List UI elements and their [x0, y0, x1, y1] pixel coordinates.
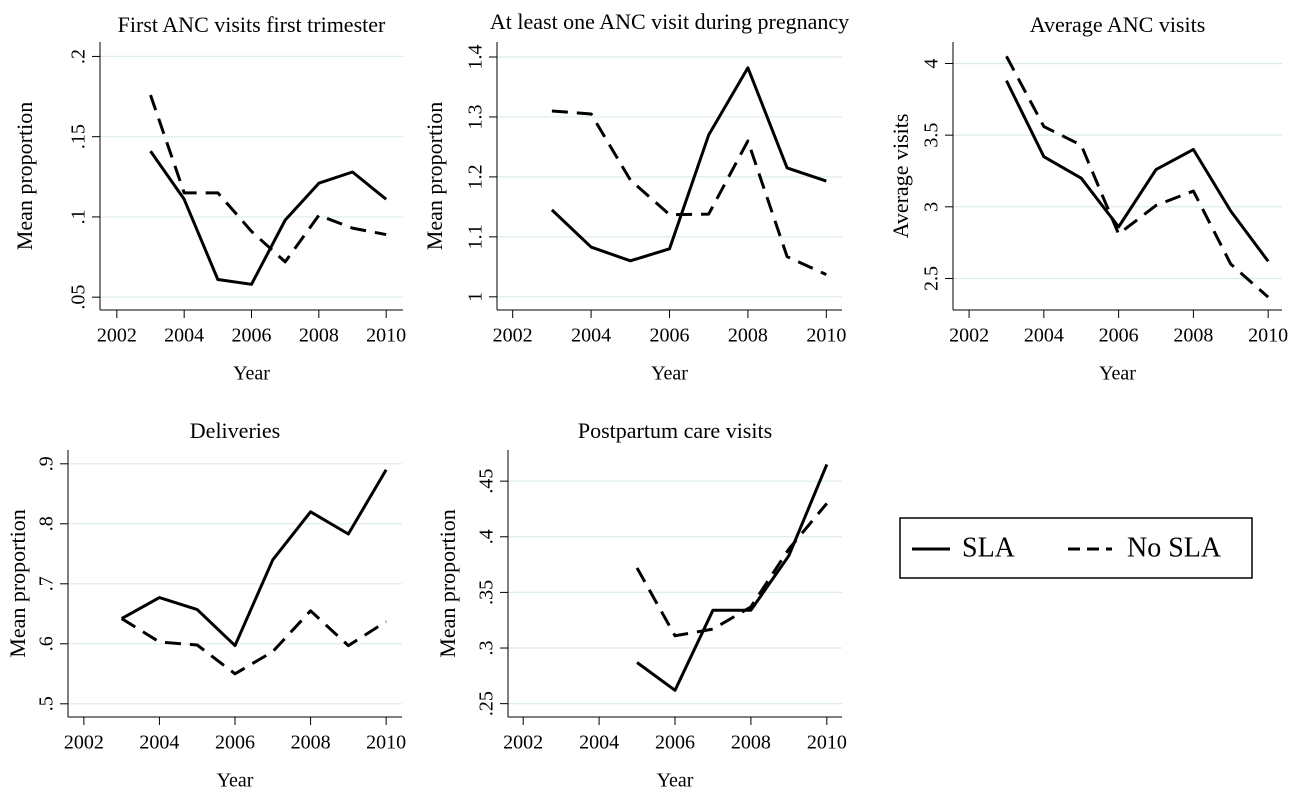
x-tick-label: 2010 [366, 325, 406, 347]
y-tick-label: .3 [476, 641, 498, 656]
x-axis-label: Year [651, 363, 688, 385]
x-tick-label: 2002 [503, 732, 543, 754]
x-tick-label: 2002 [493, 325, 533, 347]
y-tick-label: 2.5 [921, 266, 943, 291]
x-tick-label: 2010 [807, 732, 847, 754]
y-tick-label: .1 [68, 209, 90, 224]
x-tick-label: 2010 [806, 325, 846, 347]
y-axis-label: Average visits [888, 114, 913, 239]
y-tick-label: .35 [476, 580, 498, 605]
y-tick-label: .2 [68, 49, 90, 64]
y-tick-label: .6 [36, 636, 58, 651]
series-line [149, 94, 387, 264]
y-tick-label: 1.1 [465, 224, 487, 249]
series-line [120, 609, 387, 676]
x-tick-label: 2006 [1099, 325, 1139, 347]
y-tick-label: 1 [465, 292, 487, 302]
y-tick-label: .05 [68, 285, 90, 310]
y-tick-label: .15 [68, 124, 90, 149]
x-tick-label: 2006 [655, 732, 695, 754]
x-axis-label: Year [233, 363, 270, 385]
x-tick-label: 2010 [366, 732, 406, 754]
series-line [636, 463, 829, 692]
y-tick-label: 3.5 [921, 123, 943, 148]
y-tick-label: .45 [476, 469, 498, 494]
x-tick-label: 2008 [731, 732, 771, 754]
chart-title: Average ANC visits [1030, 12, 1206, 37]
x-tick-label: 2004 [571, 325, 611, 347]
chart-title: First ANC visits first trimester [118, 12, 386, 37]
chart-title: Deliveries [190, 418, 280, 443]
series-line [120, 469, 388, 648]
x-tick-label: 2002 [949, 325, 989, 347]
legend-label: No SLA [1127, 532, 1222, 563]
x-tick-label: 2006 [232, 325, 272, 347]
x-tick-label: 2008 [1173, 325, 1213, 347]
y-tick-label: .9 [36, 456, 58, 471]
series-line [551, 109, 827, 276]
y-tick-label: .25 [476, 691, 498, 716]
series-line [550, 66, 827, 263]
series-line [149, 150, 388, 286]
x-tick-label: 2008 [728, 325, 768, 347]
legend-box [899, 517, 1253, 579]
x-tick-label: 2010 [1248, 325, 1288, 347]
series-line [1005, 55, 1270, 299]
y-tick-label: 1.3 [465, 104, 487, 129]
legend-label: SLA [962, 532, 1016, 563]
x-tick-label: 2008 [299, 325, 339, 347]
y-tick-label: .4 [476, 529, 498, 544]
y-tick-label: 3 [921, 202, 943, 212]
x-tick-label: 2004 [139, 732, 179, 754]
chart-title: At least one ANC visit during pregnancy [490, 9, 849, 34]
series-line [1005, 80, 1270, 263]
y-tick-label: .5 [36, 696, 58, 711]
y-tick-label: 4 [921, 58, 943, 68]
y-tick-label: 1.2 [465, 164, 487, 189]
y-axis-label: Mean proportion [5, 509, 30, 657]
x-tick-label: 2004 [1024, 325, 1064, 347]
x-tick-label: 2002 [97, 325, 137, 347]
x-tick-label: 2008 [291, 732, 331, 754]
series-line [635, 502, 828, 638]
x-axis-label: Year [217, 770, 254, 792]
x-tick-label: 2006 [650, 325, 690, 347]
y-axis-label: Mean proportion [422, 102, 447, 250]
chart-title: Postpartum care visits [578, 418, 772, 443]
x-axis-label: Year [1099, 363, 1136, 385]
x-tick-label: 2006 [215, 732, 255, 754]
x-tick-label: 2004 [164, 325, 204, 347]
x-tick-label: 2002 [64, 732, 104, 754]
y-tick-label: .7 [36, 576, 58, 591]
y-tick-label: 1.4 [465, 44, 487, 69]
y-tick-label: .8 [36, 516, 58, 531]
x-tick-label: 2004 [579, 732, 619, 754]
x-axis-label: Year [657, 770, 694, 792]
y-axis-label: Mean proportion [12, 102, 37, 250]
y-axis-label: Mean proportion [435, 509, 460, 657]
